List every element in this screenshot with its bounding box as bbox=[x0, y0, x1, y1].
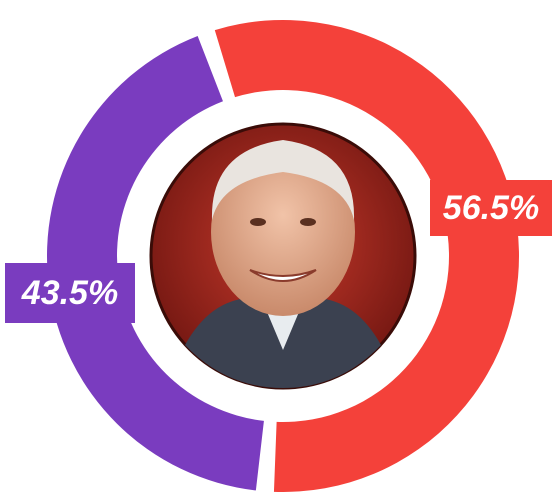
value-label-box bbox=[430, 180, 552, 236]
donut-segment bbox=[214, 20, 519, 492]
value-label-box bbox=[5, 263, 135, 323]
portrait bbox=[149, 122, 417, 390]
value-label: 43.5% bbox=[21, 274, 118, 312]
value-label: 56.5% bbox=[443, 189, 539, 227]
donut-segment bbox=[46, 35, 264, 491]
